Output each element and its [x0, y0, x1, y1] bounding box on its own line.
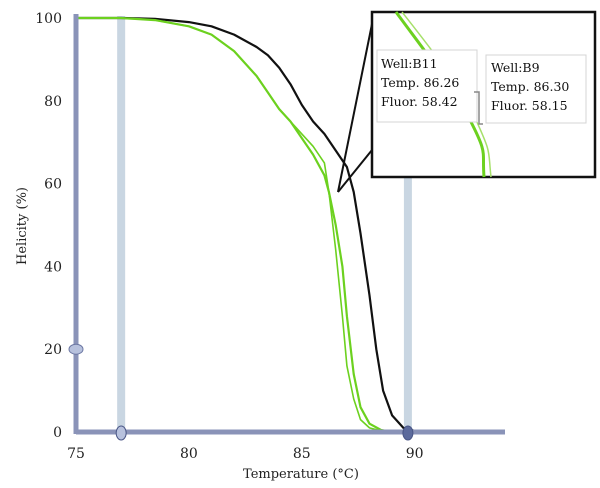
zoom-inset: Well:B11 Temp. 86.26 Fluor. 58.42 Well:B… — [370, 10, 597, 179]
y-axis-slider-handle[interactable] — [68, 343, 84, 355]
temperature-guide-lines — [117, 16, 412, 432]
zoom-leader-line — [337, 149, 373, 193]
y-tick-label: 40 — [44, 259, 62, 275]
x-tick-label: 75 — [67, 446, 85, 462]
series-layer — [76, 16, 505, 434]
y-tick-label: 80 — [44, 94, 62, 110]
tooltip-well: Well:B9 — [491, 60, 540, 75]
x-tick-label: 80 — [180, 446, 198, 462]
y-tick-label: 100 — [35, 11, 62, 27]
y-tick-label: 0 — [53, 425, 62, 441]
tooltip-fluor: Fluor. 58.42 — [381, 94, 458, 109]
x-tick-label: 90 — [406, 446, 424, 462]
tooltip-fluor: Fluor. 58.15 — [491, 98, 568, 113]
tooltip-temp: Temp. 86.26 — [381, 75, 459, 90]
y-tick-label: 60 — [44, 177, 62, 193]
x-axis-slider-handle[interactable] — [115, 425, 127, 441]
tooltip-pointer — [474, 91, 483, 125]
tooltip-temp: Temp. 86.30 — [491, 79, 569, 94]
tick-labels: 75 80 85 90 0 20 40 60 80 100 — [35, 11, 423, 462]
y-tick-label: 20 — [44, 342, 62, 358]
x-tick-label: 85 — [293, 446, 311, 462]
series-line — [76, 16, 505, 434]
tooltip-well: Well:B11 — [381, 56, 438, 71]
x-axis-slider-handle[interactable] — [402, 425, 414, 441]
tooltip-box — [485, 54, 587, 124]
zoom-leader-line — [337, 23, 373, 193]
axes — [68, 14, 505, 441]
y-axis-title: Helicity (%) — [15, 187, 30, 265]
series-line — [76, 17, 505, 433]
x-axis-title: Temperature (°C) — [243, 467, 359, 482]
tooltip-box — [376, 49, 478, 123]
